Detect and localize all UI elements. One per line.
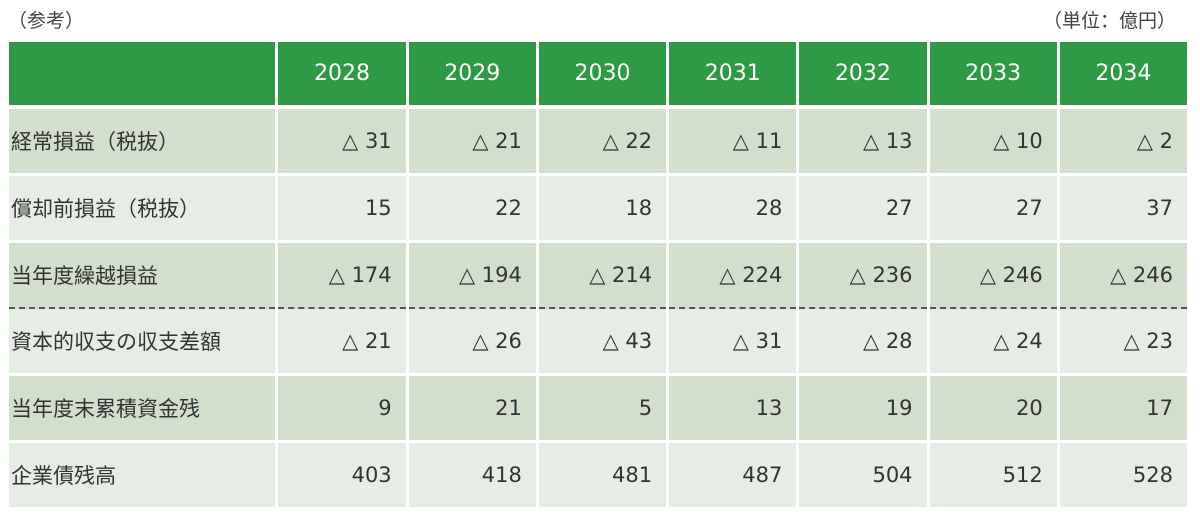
unit-note: （単位：億円） xyxy=(1042,10,1176,32)
table-cell: 403 xyxy=(278,443,406,510)
table-cell: 481 xyxy=(538,443,667,510)
table-cell: △ 10 xyxy=(929,109,1057,176)
year-header: 2031 xyxy=(669,42,797,109)
row-label: 経常損益（税抜） xyxy=(9,109,276,176)
table-cell: 21 xyxy=(408,376,536,443)
table-cell: 37 xyxy=(1059,176,1187,243)
header-corner-cell xyxy=(9,42,276,109)
row-label: 資本的収支の収支差額 xyxy=(9,309,276,376)
table-cell: △ 21 xyxy=(278,309,406,376)
table-cell: 18 xyxy=(538,176,667,243)
table-cell: △ 214 xyxy=(538,243,667,309)
year-header: 2033 xyxy=(929,42,1057,109)
row-label: 償却前損益（税抜） xyxy=(9,176,276,243)
table-cell: △ 22 xyxy=(538,109,667,176)
financial-projection-table: 2028 2029 2030 2031 2032 2033 2034 経常損益（… xyxy=(6,42,1190,510)
year-header: 2034 xyxy=(1059,42,1187,109)
table-cell: 28 xyxy=(669,176,797,243)
table-cell: △ 2 xyxy=(1059,109,1187,176)
table-cell: △ 21 xyxy=(408,109,536,176)
table-cell: △ 246 xyxy=(1059,243,1187,309)
table-cell: 20 xyxy=(929,376,1057,443)
table-cell: 22 xyxy=(408,176,536,243)
table-row: 資本的収支の収支差額 △ 21 △ 26 △ 43 △ 31 △ 28 △ 24… xyxy=(9,309,1187,376)
year-header: 2030 xyxy=(538,42,667,109)
table-cell: △ 24 xyxy=(929,309,1057,376)
row-label: 企業債残高 xyxy=(9,443,276,510)
table-cell: 512 xyxy=(929,443,1057,510)
header-row: 2028 2029 2030 2031 2032 2033 2034 xyxy=(9,42,1187,109)
table-cell: △ 224 xyxy=(669,243,797,309)
table-cell: 15 xyxy=(278,176,406,243)
table-cell: 418 xyxy=(408,443,536,510)
table-row: 企業債残高 403 418 481 487 504 512 528 xyxy=(9,443,1187,510)
table-cell: △ 31 xyxy=(669,309,797,376)
table-cell: 27 xyxy=(799,176,927,243)
table-cell: △ 11 xyxy=(669,109,797,176)
row-label: 当年度末累積資金残 xyxy=(9,376,276,443)
table-cell: △ 26 xyxy=(408,309,536,376)
row-label: 当年度繰越損益 xyxy=(9,243,276,309)
table-cell: 19 xyxy=(799,376,927,443)
table-row: 経常損益（税抜） △ 31 △ 21 △ 22 △ 11 △ 13 △ 10 △… xyxy=(9,109,1187,176)
table-row: 償却前損益（税抜） 15 22 18 28 27 27 37 xyxy=(9,176,1187,243)
table-row: 当年度末累積資金残 9 21 5 13 19 20 17 xyxy=(9,376,1187,443)
table-cell: △ 174 xyxy=(278,243,406,309)
year-header: 2029 xyxy=(408,42,536,109)
table-cell: △ 28 xyxy=(799,309,927,376)
table-cell: 27 xyxy=(929,176,1057,243)
table-cell: 17 xyxy=(1059,376,1187,443)
table-cell: △ 13 xyxy=(799,109,927,176)
table-cell: 487 xyxy=(669,443,797,510)
table-cell: 528 xyxy=(1059,443,1187,510)
table-cell: 5 xyxy=(538,376,667,443)
table-cell: △ 31 xyxy=(278,109,406,176)
year-header: 2032 xyxy=(799,42,927,109)
year-header: 2028 xyxy=(278,42,406,109)
table-cell: △ 194 xyxy=(408,243,536,309)
table-cell: △ 43 xyxy=(538,309,667,376)
table-cell: △ 236 xyxy=(799,243,927,309)
table-cell: 504 xyxy=(799,443,927,510)
table-cell: 9 xyxy=(278,376,406,443)
table-cell: △ 246 xyxy=(929,243,1057,309)
reference-note: （参考） xyxy=(8,10,85,32)
table-cell: 13 xyxy=(669,376,797,443)
table-row: 当年度繰越損益 △ 174 △ 194 △ 214 △ 224 △ 236 △ … xyxy=(9,243,1187,309)
table-cell: △ 23 xyxy=(1059,309,1187,376)
